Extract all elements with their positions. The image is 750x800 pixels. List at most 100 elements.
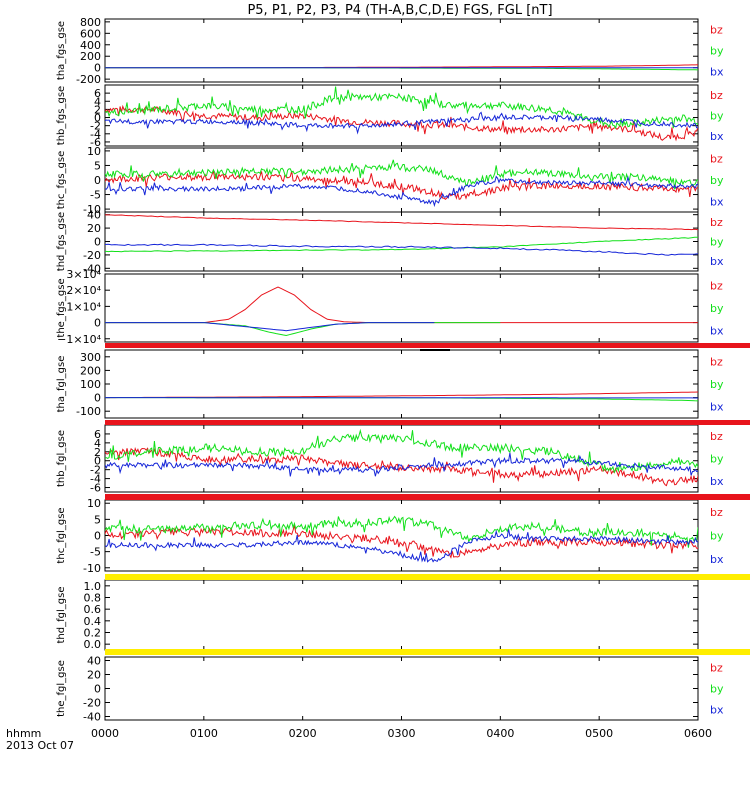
legend-bz: bz xyxy=(710,355,723,368)
y-axis-label: thb_fgs_gse xyxy=(56,86,67,145)
y-tick-label: -5 xyxy=(90,546,101,559)
y-axis-label: thc_fgl_gse xyxy=(56,507,67,563)
y-axis-label: tha_fgs_gse xyxy=(56,21,67,80)
legend-bz: bz xyxy=(710,24,723,37)
x-unit-label: hhmm xyxy=(6,727,41,740)
quality-segment-red xyxy=(105,494,750,500)
legend-by: by xyxy=(710,302,724,315)
series-line-bz xyxy=(105,64,698,69)
y-tick-label: 40 xyxy=(87,209,101,222)
quality-segment-red xyxy=(105,343,750,348)
legend-bz: bz xyxy=(710,279,723,292)
quality-segment-yellow xyxy=(105,574,750,580)
series-line-bz xyxy=(105,525,698,559)
legend-bx: bx xyxy=(710,704,724,717)
y-tick-label: 200 xyxy=(80,364,101,377)
panel-thd_fgl_gse: 1.00.80.60.40.20.0 thd_fgl_gse xyxy=(56,579,699,651)
legend-bx: bx xyxy=(710,325,724,338)
y-tick-label: 0 xyxy=(94,236,101,249)
y-tick-label: 1×10⁴ xyxy=(66,300,101,313)
y-tick-label: 0 xyxy=(94,455,101,468)
y-tick-label: -20 xyxy=(83,249,101,262)
quality-bars xyxy=(105,343,750,655)
x-tick-label: 0400 xyxy=(486,727,514,740)
y-tick-label: 800 xyxy=(80,16,101,29)
panel-frame xyxy=(104,656,699,721)
y-tick-label: 6 xyxy=(94,87,101,100)
y-tick-label: 2×10⁴ xyxy=(66,284,101,297)
series-line-bz xyxy=(105,286,698,324)
series-line-by xyxy=(105,322,501,337)
y-tick-label: 0 xyxy=(94,392,101,405)
x-tick-label: 0300 xyxy=(388,727,416,740)
y-tick-label: 4 xyxy=(94,95,101,108)
y-tick-label: -2 xyxy=(90,464,101,477)
panel-frame xyxy=(104,273,699,343)
legend-bz: bz xyxy=(710,430,723,443)
y-tick-label: 0.2 xyxy=(84,627,102,640)
y-tick-label: 0 xyxy=(94,174,101,187)
legend-bz: bz xyxy=(710,506,723,519)
y-tick-label: 0.8 xyxy=(84,592,102,605)
x-tick-label: 0100 xyxy=(190,727,218,740)
legend-bz: bz xyxy=(710,153,723,166)
y-tick-label: 10 xyxy=(87,145,101,158)
panel-frame xyxy=(104,579,699,651)
legend-bx: bx xyxy=(710,66,724,79)
y-tick-label: -100 xyxy=(76,405,101,418)
series-line-by xyxy=(105,67,698,71)
series-line-bz xyxy=(105,104,698,142)
y-tick-label: -20 xyxy=(83,697,101,710)
y-tick-label: 0 xyxy=(94,317,101,330)
quality-segment-red xyxy=(105,420,750,425)
series-line-bx xyxy=(105,529,698,563)
panel-frame xyxy=(104,18,699,83)
y-tick-label: 40 xyxy=(87,655,101,668)
series-line-bx xyxy=(105,397,698,399)
y-tick-label: 0.4 xyxy=(84,615,102,628)
y-tick-label: 10 xyxy=(87,497,101,510)
series-line-bz xyxy=(105,214,698,231)
y-tick-label: 0.6 xyxy=(84,603,102,616)
series-line-by xyxy=(105,397,698,402)
series-line-bx xyxy=(105,111,698,135)
y-tick-label: -4 xyxy=(90,473,101,486)
series-line-by xyxy=(105,428,698,474)
legend-by: by xyxy=(710,378,724,391)
series-line-bx xyxy=(105,67,698,69)
y-tick-label: 600 xyxy=(80,27,101,40)
y-tick-label: -10 xyxy=(83,203,101,216)
y-tick-label: 400 xyxy=(80,39,101,52)
chart-title: P5, P1, P2, P3, P4 (TH-A,B,C,D,E) FGS, F… xyxy=(247,3,552,18)
legend-by: by xyxy=(710,683,724,696)
legend-bx: bx xyxy=(710,255,724,268)
legend-by: by xyxy=(710,530,724,543)
x-tick-label: 0600 xyxy=(684,727,712,740)
x-tick-label: 0500 xyxy=(585,727,613,740)
series-line-by xyxy=(105,159,698,190)
y-tick-label: -200 xyxy=(76,73,101,86)
y-tick-label: -4 xyxy=(90,128,101,141)
y-axis-label: thc_fgs_gse xyxy=(56,151,67,210)
x-tick-label: 0000 xyxy=(91,727,119,740)
series-line-bx xyxy=(105,322,435,332)
y-axis-label: the_fgs_gse xyxy=(56,278,67,337)
quality-marker xyxy=(420,349,450,351)
legend-bx: bx xyxy=(710,553,724,566)
legend-bx: bx xyxy=(710,475,724,488)
series-line-by xyxy=(105,515,698,548)
y-tick-label: -10 xyxy=(83,562,101,575)
y-tick-label: 0.0 xyxy=(84,638,102,651)
legend-by: by xyxy=(710,174,724,187)
panel-frame xyxy=(104,499,699,572)
y-tick-label: 0 xyxy=(94,530,101,543)
legend-bz: bz xyxy=(710,662,723,675)
y-tick-label: 5 xyxy=(94,159,101,172)
y-tick-label: 3×10⁴ xyxy=(66,268,101,281)
